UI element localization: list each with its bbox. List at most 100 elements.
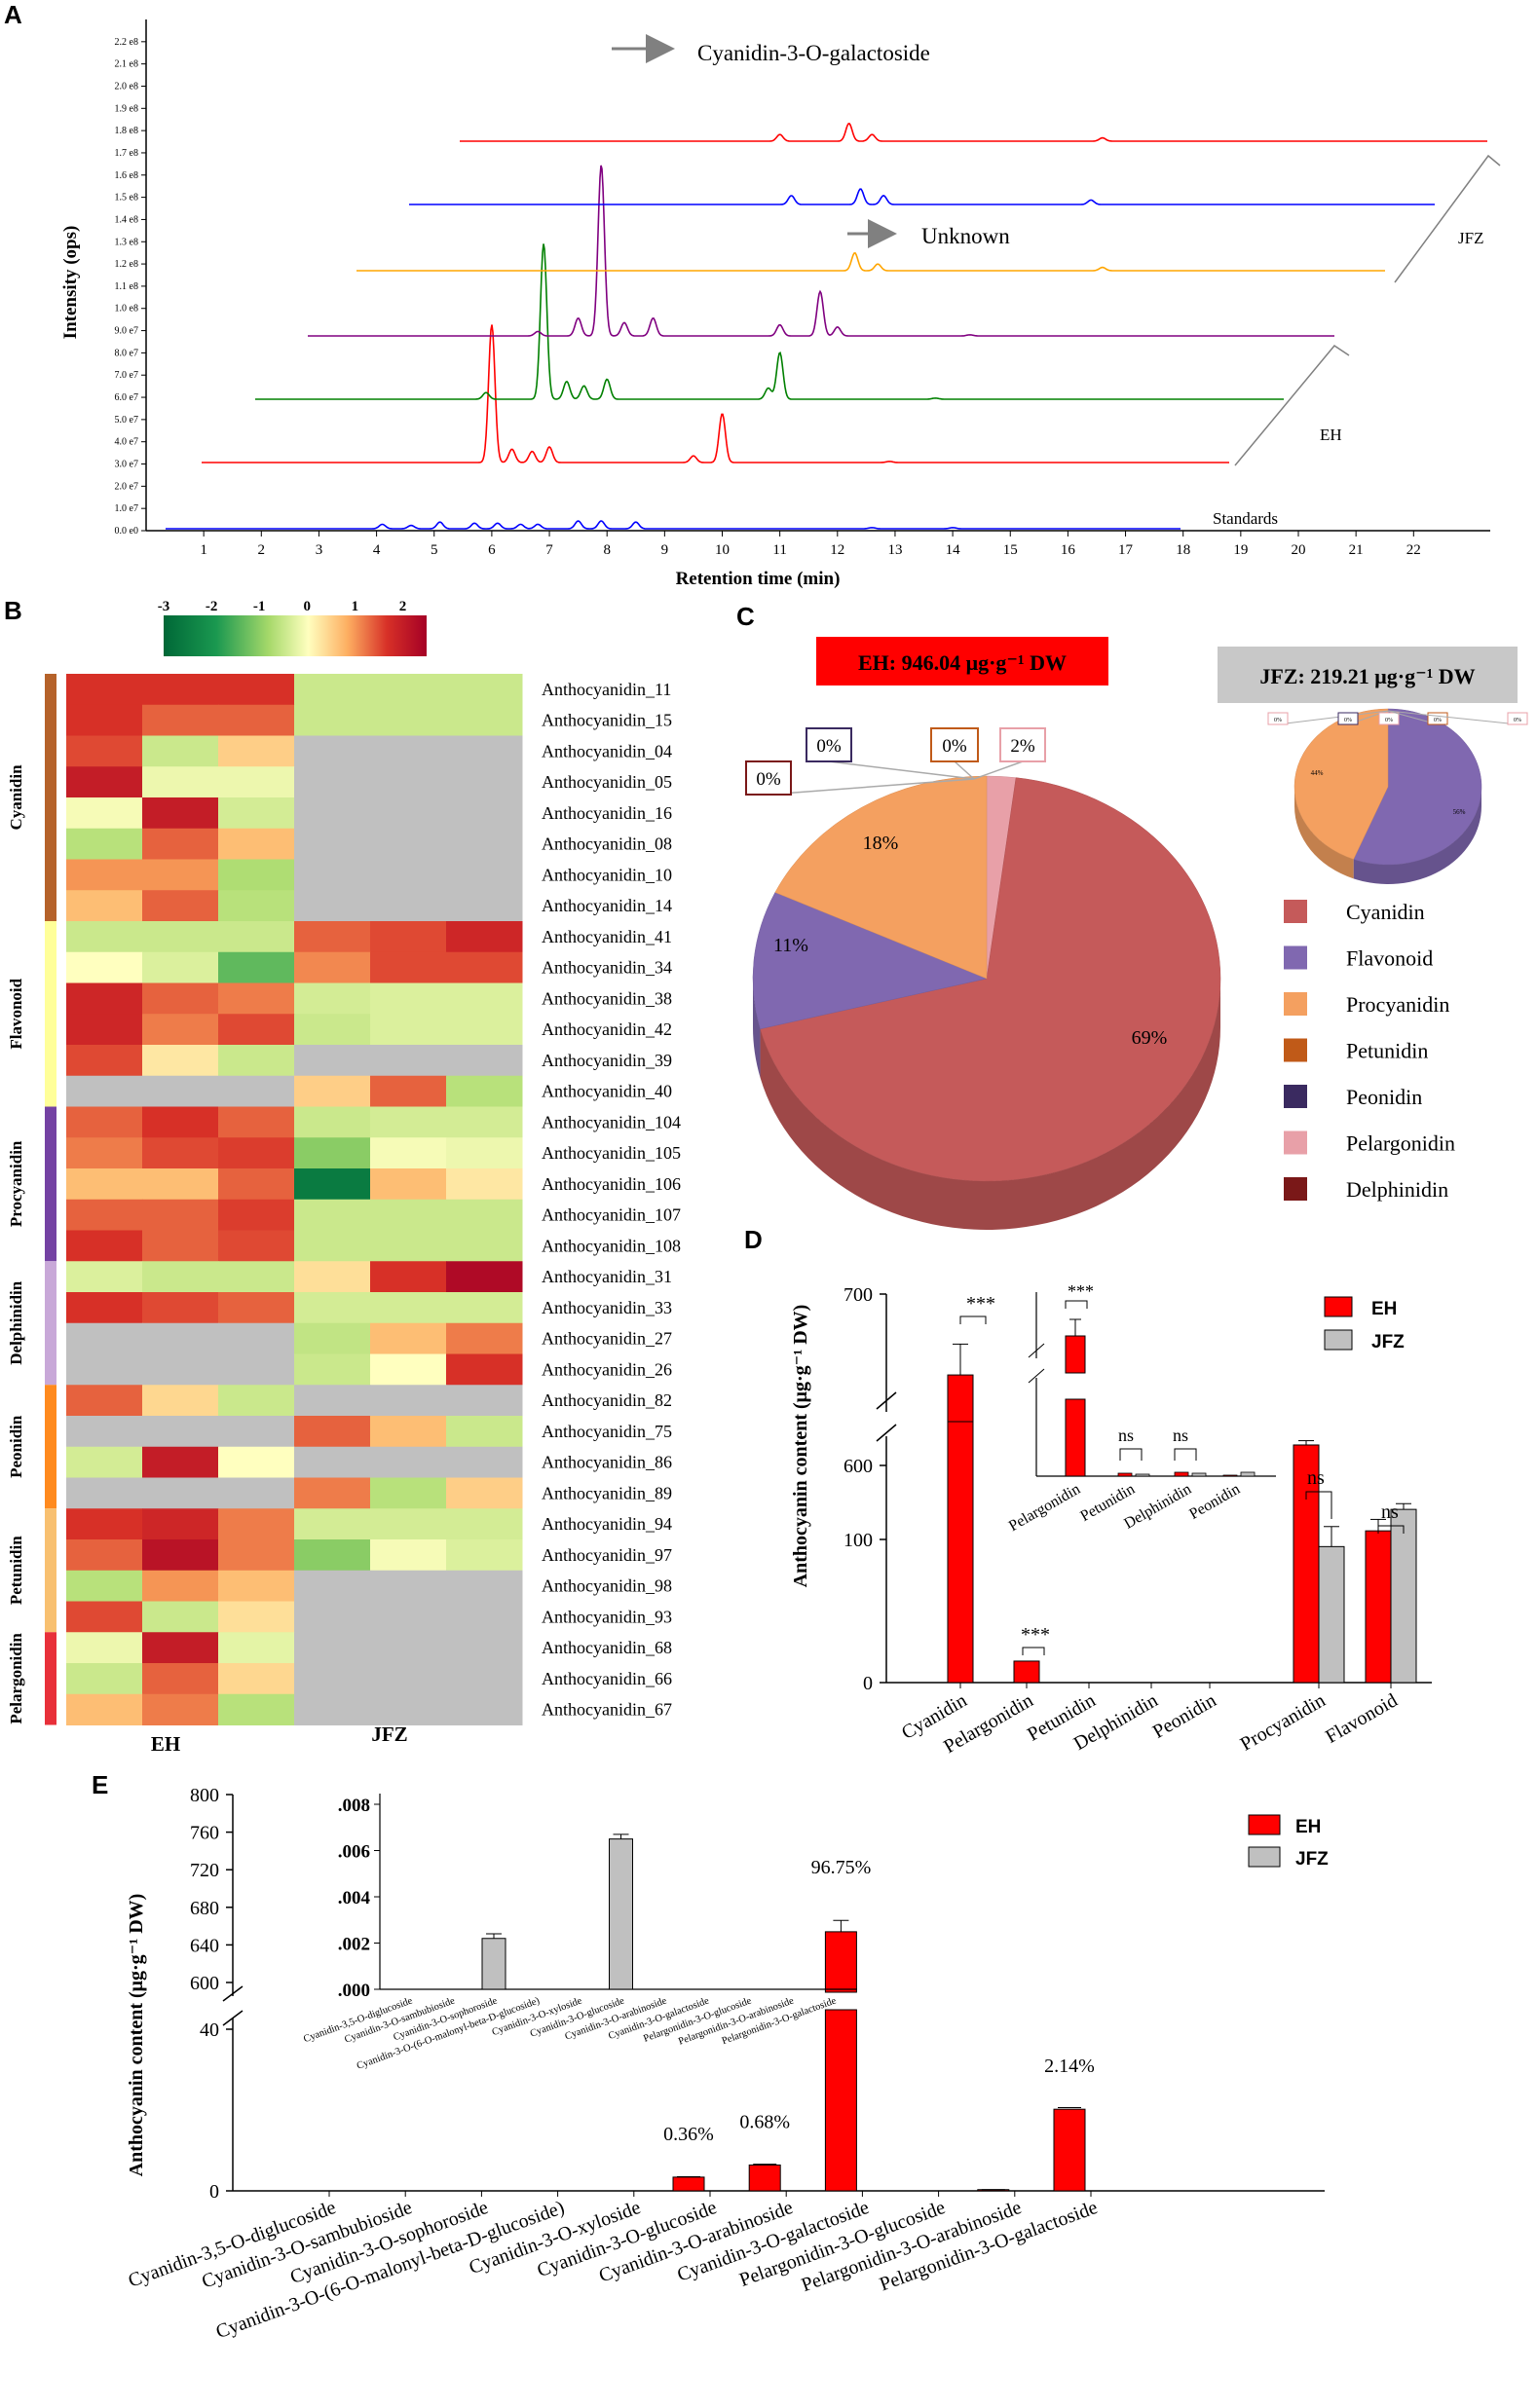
heatmap-cell	[142, 1137, 219, 1169]
chromatogram-x-tick-label: 20	[1292, 542, 1306, 558]
heatmap-col-label-eh: EH	[151, 1732, 180, 1756]
heatmap-cell	[66, 1322, 143, 1354]
chromatogram-y-tick-label: 1.0 e8	[115, 304, 138, 315]
chromatogram-x-tick-label: 18	[1176, 542, 1190, 558]
jfz-pie: 56% 44% 0% 0% 0% 0% 0%	[1267, 708, 1528, 884]
jfz-pie-callout-box	[1378, 712, 1400, 725]
heatmap-cell	[218, 1261, 295, 1293]
color-scale-tick: 0	[304, 599, 312, 614]
heatmap-group-label: Peonidin	[7, 1415, 25, 1478]
bar-e-eh	[672, 2176, 705, 2192]
chromatogram-y-tick-label: 1.9 e8	[115, 103, 138, 114]
chromatogram-x-tick-label: 3	[316, 542, 323, 558]
bar-e-eh	[824, 1931, 857, 1993]
axis-e-y-tick-label: 800	[190, 1785, 219, 1806]
chromatogram-x-label: Retention time (min)	[676, 569, 841, 589]
heatmap-cell	[294, 1045, 371, 1077]
bar-e-percent-label: 2.14%	[1044, 2056, 1095, 2077]
heatmap-group-bar	[45, 674, 56, 921]
heatmap-cell	[446, 1106, 523, 1138]
heatmap-cell	[370, 1508, 447, 1540]
heatmap-cell	[446, 766, 523, 798]
heatmap-cell	[142, 828, 219, 860]
bar-chart-e-y-label: Anthocyanin content (μg·g⁻¹ DW)	[126, 1894, 147, 2177]
eh-pie-callout-label: 0%	[942, 736, 967, 757]
heatmap-row-label: Anthocyanidin_31	[542, 1267, 672, 1286]
heatmap-row-label: Anthocyanidin_86	[542, 1453, 672, 1472]
heatmap-cell	[370, 1353, 447, 1386]
axis-d-y-tick-label: 600	[843, 1456, 873, 1477]
chromatogram-trace	[356, 252, 1385, 272]
heatmap-cell	[142, 982, 219, 1015]
heatmap-cell	[446, 1416, 523, 1448]
heatmap-cell	[370, 704, 447, 736]
heatmap-row-label: Anthocyanidin_107	[542, 1205, 681, 1225]
heatmap-cell	[294, 1353, 371, 1386]
chromatogram-x-tick-label: 1	[200, 542, 207, 558]
heatmap-cell	[218, 1137, 295, 1169]
heatmap-cell	[294, 1385, 371, 1417]
chromatogram-trace	[308, 165, 1334, 337]
heatmap-cell	[142, 1353, 219, 1386]
heatmap-row-label: Anthocyanidin_94	[542, 1514, 672, 1534]
bar-e-eh	[748, 2164, 781, 2192]
chromatogram-x-tick-label: 5	[431, 542, 438, 558]
jfz-pie-callout-label: 0%	[1274, 718, 1282, 723]
heatmap-row-label: Anthocyanidin_42	[542, 1019, 672, 1039]
heatmap-cell	[370, 1693, 447, 1725]
chromatogram-y-tick-label: 2.2 e8	[115, 37, 138, 48]
pie-legend-swatch	[1284, 1085, 1307, 1108]
heatmap-cell	[142, 674, 219, 706]
jfz-pie-label: 44%	[1311, 769, 1324, 777]
jfz-pie-side	[1353, 787, 1481, 884]
heatmap-group-label: Flavonoid	[7, 978, 25, 1049]
chromatogram-trace	[202, 324, 1229, 463]
eh-pie-callout-box	[806, 727, 852, 762]
heatmap-cell	[370, 1014, 447, 1046]
heatmap-cell	[66, 1199, 143, 1231]
axis-d-y-tick-label: 700	[843, 1284, 873, 1306]
heatmap-row-label: Anthocyanidin_105	[542, 1143, 681, 1163]
legend-e-jfz-label: JFZ	[1295, 1849, 1329, 1870]
axis-e-y-tick-label: 640	[190, 1935, 219, 1956]
heatmap-cell	[294, 1539, 371, 1572]
inset-d-sig-bracket	[1065, 1300, 1088, 1309]
sig-d-bracket	[1305, 1491, 1332, 1519]
heatmap-cell	[66, 1539, 143, 1572]
heatmap-group-label: Petunidin	[7, 1536, 25, 1605]
heatmap-cell	[294, 1632, 371, 1664]
axis-d-break-mark	[876, 1391, 897, 1410]
heatmap-group-bar	[45, 1385, 56, 1509]
heatmap-cell	[370, 1385, 447, 1417]
heatmap-cell	[66, 766, 143, 798]
heatmap-cell	[142, 1570, 219, 1602]
bar-chart-d-bars: *** *** ns ns	[947, 1293, 1417, 1684]
galactoside-annotation: Cyanidin-3-O-galactoside	[697, 41, 930, 65]
heatmap-cell	[294, 1199, 371, 1231]
jfz-total-box	[1218, 647, 1518, 703]
eh-pie-label: 11%	[773, 935, 808, 956]
heatmap-cell	[218, 1508, 295, 1540]
axis-d-y-tick-label: 0	[863, 1673, 873, 1694]
chromatogram-trace	[166, 520, 1181, 530]
heatmap-cell	[66, 1570, 143, 1602]
inset-d-x-label: Pelargonidin	[1006, 1481, 1083, 1535]
jfz-pie-callout-box	[1267, 712, 1289, 725]
heatmap-cell	[370, 921, 447, 953]
heatmap-cell	[66, 797, 143, 830]
heatmap-cell	[218, 766, 295, 798]
heatmap-cell	[66, 674, 143, 706]
eh-total-label: EH: 946.04 μg·g⁻¹ DW	[858, 650, 1067, 675]
chromatogram-y-ticks: 0.0 e0 1.0 e7 2.0 e7 3.0 e7 4.0 e7 5.0 e7 6.0 …	[115, 37, 146, 537]
heatmap-cell	[446, 1601, 523, 1633]
pie-legend-swatch	[1284, 1177, 1307, 1201]
axis-e-y-tick-label: 0	[209, 2181, 219, 2203]
heatmap-cell	[294, 1075, 371, 1107]
heatmap-cell	[294, 859, 371, 891]
inset-d-bar-eh	[1065, 1398, 1086, 1477]
eh-pie-callout-label: 0%	[756, 769, 781, 790]
chromatogram-x-tick-label: 13	[887, 542, 902, 558]
heatmap-cell	[446, 1353, 523, 1386]
heatmap-row-label: Anthocyanidin_16	[542, 803, 672, 823]
heatmap-cell	[142, 1045, 219, 1077]
